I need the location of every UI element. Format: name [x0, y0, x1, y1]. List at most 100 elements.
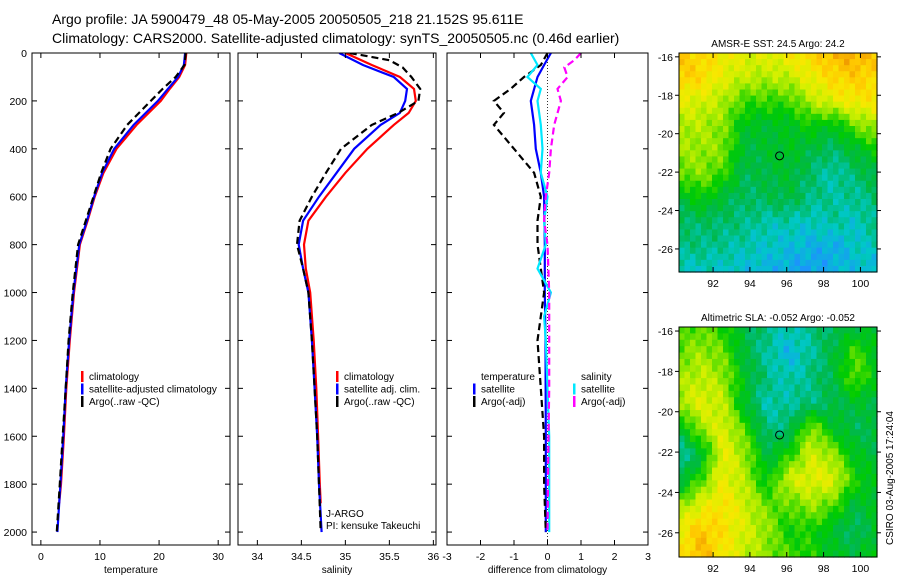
heatmap-cell: [701, 71, 708, 78]
heatmap-cell: [855, 59, 862, 66]
x-tick-label: 0: [38, 551, 44, 563]
heatmap-cell: [844, 186, 851, 194]
heatmap-cell: [805, 192, 812, 200]
heatmap-cell: [855, 53, 862, 60]
heatmap-cell: [684, 339, 691, 347]
heatmap-cell: [849, 144, 856, 151]
heatmap-cell: [811, 229, 818, 237]
argo-location-marker: [775, 151, 785, 161]
heatmap-cell: [756, 352, 763, 360]
heatmap-cell: [734, 101, 741, 109]
heatmap-cell: [800, 365, 807, 373]
heatmap-cell: [772, 473, 779, 481]
heatmap-cell: [701, 265, 708, 273]
heatmap-cell: [756, 132, 763, 139]
heatmap-cell: [712, 53, 719, 60]
heatmap-cell: [734, 403, 741, 411]
heatmap-cell: [723, 422, 730, 430]
heatmap-cell: [838, 467, 845, 475]
heatmap-cell: [789, 107, 796, 115]
heatmap-cell: [855, 89, 862, 97]
heatmap-cell: [789, 371, 796, 379]
heatmap-cell: [838, 199, 845, 206]
heatmap-cell: [816, 410, 823, 418]
heatmap-cell: [745, 144, 752, 151]
heatmap-cell: [717, 150, 724, 158]
heatmap-cell: [789, 223, 796, 231]
heatmap-cell: [805, 467, 812, 475]
heatmap-cell: [871, 429, 878, 437]
heatmap-cell: [866, 416, 873, 424]
heatmap-cell: [739, 448, 746, 456]
heatmap-cell: [745, 467, 752, 475]
heatmap-cell: [833, 531, 840, 539]
heatmap-cell: [833, 144, 840, 151]
heatmap-cell: [734, 525, 741, 533]
heatmap-cell: [871, 333, 878, 341]
heatmap-cell: [728, 518, 735, 526]
legend-label: satellite-adjusted climatology: [89, 385, 217, 396]
heatmap-cell: [844, 422, 851, 430]
heatmap-cell: [706, 77, 713, 85]
heatmap-cell: [712, 397, 719, 405]
heatmap-cell: [866, 512, 873, 520]
heatmap-cell: [789, 486, 796, 494]
heatmap-cell: [734, 480, 741, 488]
heatmap-cell: [811, 384, 818, 392]
heatmap-cell: [745, 416, 752, 424]
heatmap-cell: [838, 241, 845, 249]
heatmap-cell: [750, 537, 757, 545]
series-line-salinity-argo-adj-: [542, 53, 582, 533]
heatmap-cell: [756, 454, 763, 462]
heatmap-cell: [690, 241, 697, 249]
heatmap-cell: [866, 83, 873, 91]
heatmap-cell: [723, 144, 730, 151]
heatmap-cell: [844, 461, 851, 469]
heatmap-cell: [723, 371, 730, 379]
heatmap-cell: [866, 333, 873, 341]
heatmap-cell: [712, 174, 719, 182]
heatmap-cell: [734, 247, 741, 255]
heatmap-cell: [838, 339, 845, 347]
heatmap-cell: [690, 467, 697, 475]
heatmap-cell: [860, 126, 867, 133]
heatmap-cell: [822, 253, 829, 261]
heatmap-cell: [783, 518, 790, 526]
heatmap-cell: [827, 253, 834, 261]
heatmap-cell: [800, 352, 807, 360]
heatmap-cell: [745, 461, 752, 469]
heatmap-cell: [679, 480, 686, 488]
heatmap-cell: [794, 544, 801, 552]
heatmap-cell: [717, 144, 724, 151]
heatmap-cell: [723, 365, 730, 373]
heatmap-cell: [712, 265, 719, 273]
heatmap-cell: [800, 448, 807, 456]
heatmap-cell: [811, 467, 818, 475]
heatmap-cell: [844, 107, 851, 115]
heatmap-cell: [750, 544, 757, 552]
heatmap-cell: [761, 180, 768, 188]
heatmap-cell: [838, 480, 845, 488]
heatmap-cell: [712, 384, 719, 392]
heatmap-cell: [849, 448, 856, 456]
heatmap-cell: [690, 531, 697, 539]
heatmap-cell: [701, 180, 708, 188]
heatmap-cell: [756, 550, 763, 558]
heatmap-cell: [838, 168, 845, 176]
y-tick-label: 600: [9, 192, 27, 204]
heatmap-cell: [855, 95, 862, 103]
heatmap-cell: [734, 531, 741, 539]
heatmap-cell: [833, 448, 840, 456]
heatmap-cell: [811, 71, 818, 78]
heatmap-cell: [723, 168, 730, 176]
heatmap-cell: [701, 397, 708, 405]
heatmap-cell: [756, 410, 763, 418]
heatmap-cell: [833, 205, 840, 212]
heatmap-cell: [712, 107, 719, 115]
heatmap-cell: [761, 358, 768, 366]
heatmap-cell: [805, 119, 812, 127]
heatmap-cell: [783, 113, 790, 121]
heatmap-cell: [728, 346, 735, 354]
heatmap-cell: [695, 454, 702, 462]
heatmap-cell: [734, 442, 741, 449]
